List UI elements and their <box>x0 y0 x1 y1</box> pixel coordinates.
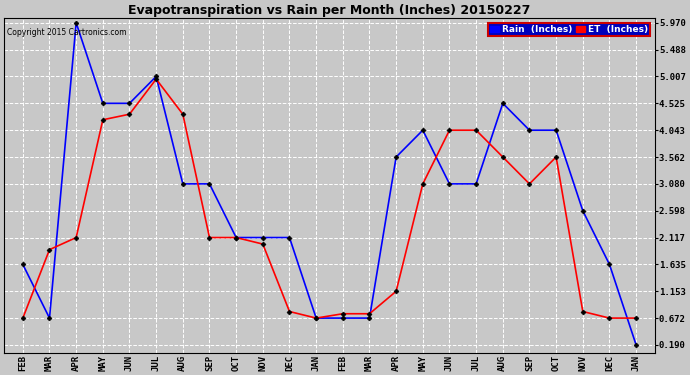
Text: Copyright 2015 Cartronics.com: Copyright 2015 Cartronics.com <box>8 28 127 38</box>
Legend: Rain  (Inches), ET  (Inches): Rain (Inches), ET (Inches) <box>489 23 650 36</box>
Title: Evapotranspiration vs Rain per Month (Inches) 20150227: Evapotranspiration vs Rain per Month (In… <box>128 4 531 17</box>
